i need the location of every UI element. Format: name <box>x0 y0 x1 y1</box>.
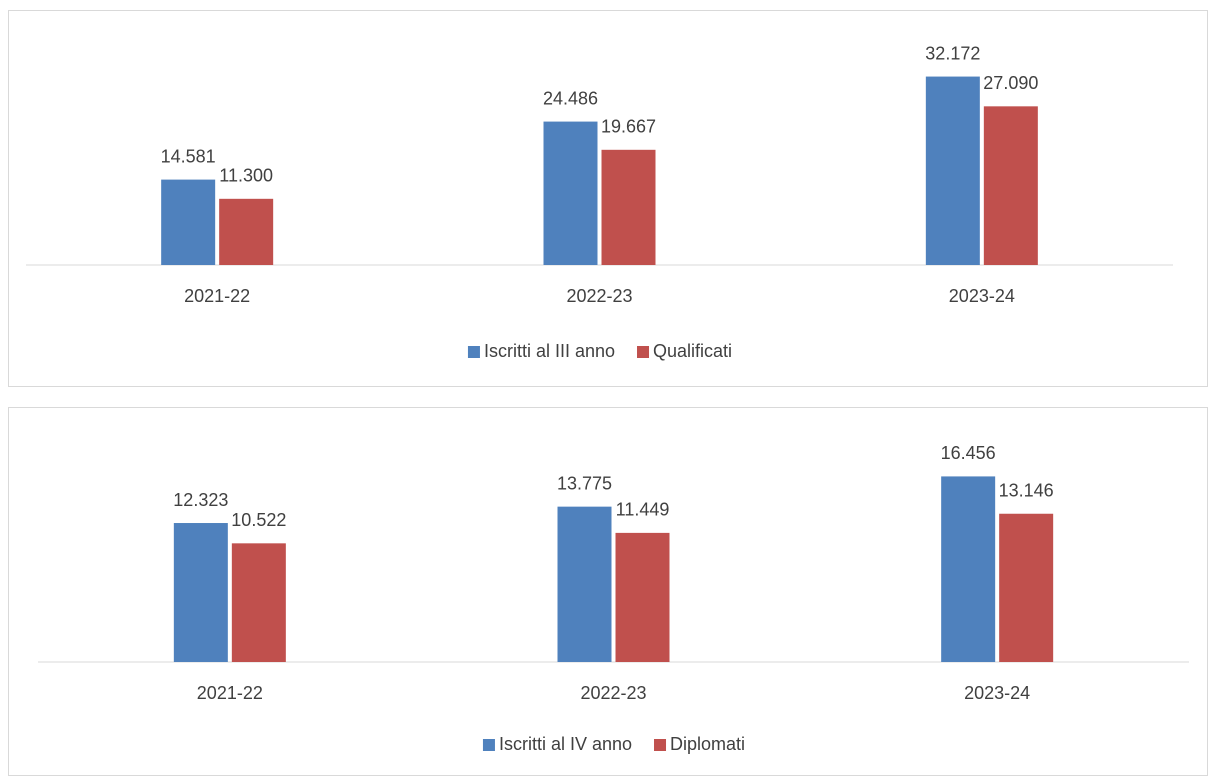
data-label: 14.581 <box>161 146 216 166</box>
legend-label: Iscritti al IV anno <box>499 734 632 754</box>
data-label: 24.486 <box>543 88 598 108</box>
bar <box>941 476 996 662</box>
bar <box>231 543 286 662</box>
bar <box>999 513 1054 662</box>
bar <box>557 506 612 662</box>
x-tick-label: 2021-22 <box>184 286 250 306</box>
legend-swatch <box>482 739 495 751</box>
data-label: 32.172 <box>925 43 980 63</box>
legend-swatch <box>467 346 480 358</box>
legend-swatch <box>654 739 667 751</box>
legend-label: Iscritti al III anno <box>484 341 615 361</box>
data-label: 19.667 <box>601 117 656 137</box>
legend-label: Qualificati <box>653 341 732 361</box>
data-label: 11.300 <box>219 166 273 186</box>
x-tick-label: 2022-23 <box>566 286 632 306</box>
bar <box>543 121 598 265</box>
bar <box>219 198 274 265</box>
data-label: 12.323 <box>173 490 228 510</box>
data-label: 16.456 <box>941 443 996 463</box>
bar <box>615 532 670 662</box>
bar <box>161 179 216 265</box>
bar <box>983 106 1038 265</box>
data-label: 11.449 <box>616 500 670 520</box>
data-label: 13.775 <box>557 473 612 493</box>
x-tick-label: 2023-24 <box>964 683 1030 703</box>
bar <box>601 149 656 265</box>
x-tick-label: 2022-23 <box>580 683 646 703</box>
bar <box>173 523 228 662</box>
bar <box>925 76 980 266</box>
data-label: 10.522 <box>231 510 286 530</box>
x-tick-label: 2021-22 <box>197 683 263 703</box>
data-label: 13.146 <box>999 480 1054 500</box>
data-label: 27.090 <box>983 73 1038 93</box>
x-tick-label: 2023-24 <box>949 286 1015 306</box>
legend-swatch <box>637 346 650 358</box>
legend-label: Diplomati <box>670 734 745 754</box>
